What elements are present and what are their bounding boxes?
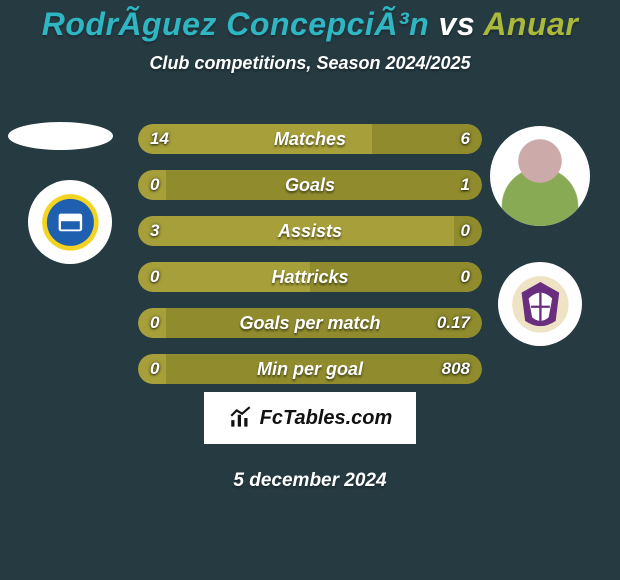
- title-vs: vs: [439, 6, 476, 42]
- stat-fill-right: [166, 170, 482, 200]
- player-right-avatar: [490, 126, 590, 226]
- page-title: RodrÃ­guez ConcepciÃ³n vs Anuar: [0, 0, 620, 43]
- stat-value-left: 0: [138, 170, 171, 200]
- stat-value-right: 0: [449, 262, 482, 292]
- stat-value-left: 0: [138, 308, 171, 338]
- subtitle: Club competitions, Season 2024/2025: [0, 53, 620, 74]
- title-player-right: Anuar: [483, 6, 578, 42]
- title-player-left: RodrÃ­guez ConcepciÃ³n: [42, 6, 429, 42]
- stat-value-right: 0: [449, 216, 482, 246]
- stat-fill-left: [138, 216, 454, 246]
- stat-row: 00.17Goals per match: [138, 308, 482, 338]
- player-left-avatar: [8, 122, 113, 150]
- watermark-text: FcTables.com: [260, 407, 393, 430]
- stat-row: 01Goals: [138, 170, 482, 200]
- stat-bars: 146Matches01Goals30Assists00Hattricks00.…: [138, 124, 482, 400]
- watermark: FcTables.com: [204, 392, 416, 444]
- stat-value-left: 3: [138, 216, 171, 246]
- stat-value-right: 1: [449, 170, 482, 200]
- stat-row: 00Hattricks: [138, 262, 482, 292]
- stat-value-right: 6: [449, 124, 482, 154]
- club-left-badge: [28, 180, 112, 264]
- stat-value-left: 0: [138, 354, 171, 384]
- stat-value-left: 14: [138, 124, 181, 154]
- stat-row: 146Matches: [138, 124, 482, 154]
- stat-value-left: 0: [138, 262, 171, 292]
- stat-row: 0808Min per goal: [138, 354, 482, 384]
- stat-value-right: 808: [430, 354, 482, 384]
- shield-icon: [41, 193, 100, 252]
- date: 5 december 2024: [0, 470, 620, 492]
- shield-icon: [511, 275, 570, 334]
- stat-value-right: 0.17: [425, 308, 482, 338]
- chart-icon: [228, 405, 254, 431]
- club-right-badge: [498, 262, 582, 346]
- stat-row: 30Assists: [138, 216, 482, 246]
- comparison-card: RodrÃ­guez ConcepciÃ³n vs Anuar Club com…: [0, 0, 620, 580]
